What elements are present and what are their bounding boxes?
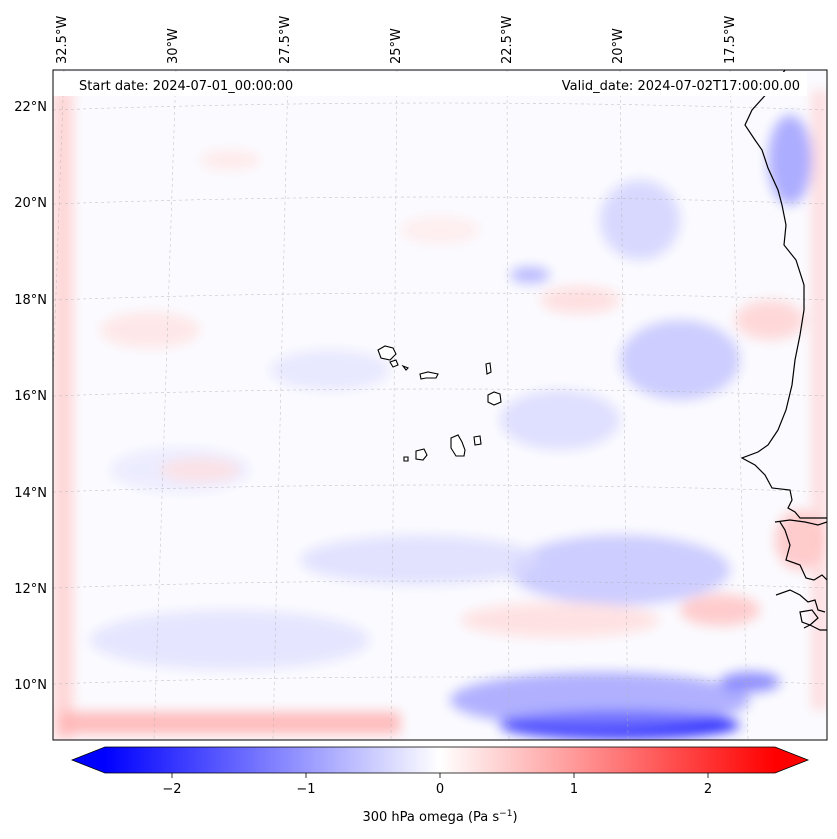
lon-label-25w: 25°W	[389, 28, 404, 64]
lon-label-22-5w: 22.5°W	[500, 16, 515, 64]
southern-ascent-halo	[450, 672, 750, 728]
meridian-25w	[390, 70, 398, 740]
descent-patch-8	[775, 510, 825, 570]
descent-patch-9	[400, 216, 480, 244]
valid-date-label: Valid_date: 2024-07-02T17:00:00.00	[562, 79, 800, 94]
island-fogo	[415, 448, 428, 461]
colorbar-ticks: −2 −1 0 1 2	[162, 773, 712, 797]
southeast-ascent	[720, 672, 780, 692]
descent-patch-3	[100, 312, 200, 348]
descent-patch-6	[735, 300, 805, 340]
omega-field	[53, 90, 827, 740]
island-boa-vista	[487, 391, 502, 406]
parallel-22n	[53, 102, 827, 111]
lat-label-14n: 14°N	[14, 486, 47, 501]
meridian-22-5w	[506, 70, 510, 740]
lon-label-30w: 30°W	[166, 28, 181, 64]
coastal-inlet	[799, 609, 819, 626]
colorbar-extend-max	[775, 747, 808, 773]
island-sal	[485, 362, 492, 375]
colorbar-label: 300 hPa omega (Pa s−1)	[362, 809, 517, 825]
gambia-river	[774, 519, 827, 526]
descent-patch-7	[200, 150, 260, 170]
island-maio	[473, 435, 482, 446]
parallel-16n	[53, 388, 827, 397]
colorbar-tick-label: 1	[570, 782, 578, 797]
descent-patch-4	[160, 458, 240, 482]
start-date-label: Start date: 2024-07-01_00:00:00	[79, 79, 293, 94]
lat-label-12n: 12°N	[14, 582, 47, 597]
lat-label-18n: 18°N	[14, 293, 47, 308]
left-boundary-band	[53, 90, 73, 740]
colorbar-tick-label: −1	[296, 782, 315, 797]
longitude-labels: 32.5°W 30°W 27.5°W 25°W 22.5°W 20°W 17.5…	[55, 16, 738, 64]
lon-label-27-5w: 27.5°W	[278, 16, 293, 64]
island-brava	[403, 456, 409, 462]
parallel-18n	[53, 292, 827, 301]
ascent-patch-1	[620, 320, 740, 400]
colorbar-gradient	[105, 747, 775, 773]
descent-patch-2	[680, 594, 760, 626]
parallel-12n	[53, 580, 827, 589]
ascent-patch-10	[510, 267, 550, 283]
colorbar-label-close: )	[512, 810, 517, 825]
map-panel	[53, 70, 827, 740]
cape-verde-islands	[377, 345, 502, 462]
lat-label-16n: 16°N	[14, 389, 47, 404]
bottom-boundary-band	[60, 712, 400, 734]
ascent-patch-4	[300, 535, 540, 585]
descent-patch-5	[540, 286, 620, 314]
graticule	[53, 70, 827, 740]
ascent-patch-3	[510, 535, 730, 605]
meridian-17-5w	[729, 70, 749, 740]
meridian-30w	[153, 70, 177, 740]
colorbar-outline	[70, 746, 810, 774]
meridian-27-5w	[272, 70, 289, 740]
meridian-20w	[619, 70, 629, 740]
coastline	[740, 70, 827, 631]
ascent-patch-5	[90, 610, 370, 670]
lat-label-22n: 22°N	[14, 100, 47, 115]
island-santo-antao	[377, 345, 397, 361]
ascent-patch-2	[500, 390, 620, 450]
lon-label-32-5w: 32.5°W	[55, 16, 70, 64]
ascent-patch-8	[270, 350, 390, 390]
latitude-labels: 22°N 20°N 18°N 16°N 14°N 12°N 10°N	[14, 100, 47, 693]
ascent-patch-6	[768, 115, 812, 205]
colorbar-label-exp: −1	[499, 809, 512, 819]
parallel-20n	[53, 196, 827, 205]
date-header-band	[53, 72, 807, 96]
lat-label-10n: 10°N	[14, 678, 47, 693]
island-santiago	[450, 434, 466, 457]
parallel-10n	[53, 676, 827, 685]
descent-patch-1	[460, 602, 660, 638]
right-boundary-band	[812, 90, 827, 710]
island-santa-luzia	[401, 364, 409, 371]
west-africa-coast	[740, 70, 827, 631]
colorbar-label-main: 300 hPa omega (Pa s	[362, 810, 499, 825]
lat-label-20n: 20°N	[14, 196, 47, 211]
colorbar-tick-label: 0	[436, 782, 444, 797]
map-frame	[52, 69, 828, 741]
ascent-patch-7	[600, 180, 680, 260]
colorbar-tick-label: 2	[704, 782, 712, 797]
island-sao-vicente	[389, 359, 399, 368]
colorbar-tick-label: −2	[162, 782, 181, 797]
parallel-14n	[53, 484, 827, 493]
lon-label-17-5w: 17.5°W	[723, 16, 738, 64]
colorbar-extend-min	[72, 747, 105, 773]
lon-label-20w: 20°W	[611, 28, 626, 64]
colorbar: −2 −1 0 1 2 300 hPa omega (Pa s−1)	[70, 746, 810, 825]
island-sao-nicolau	[419, 371, 439, 380]
